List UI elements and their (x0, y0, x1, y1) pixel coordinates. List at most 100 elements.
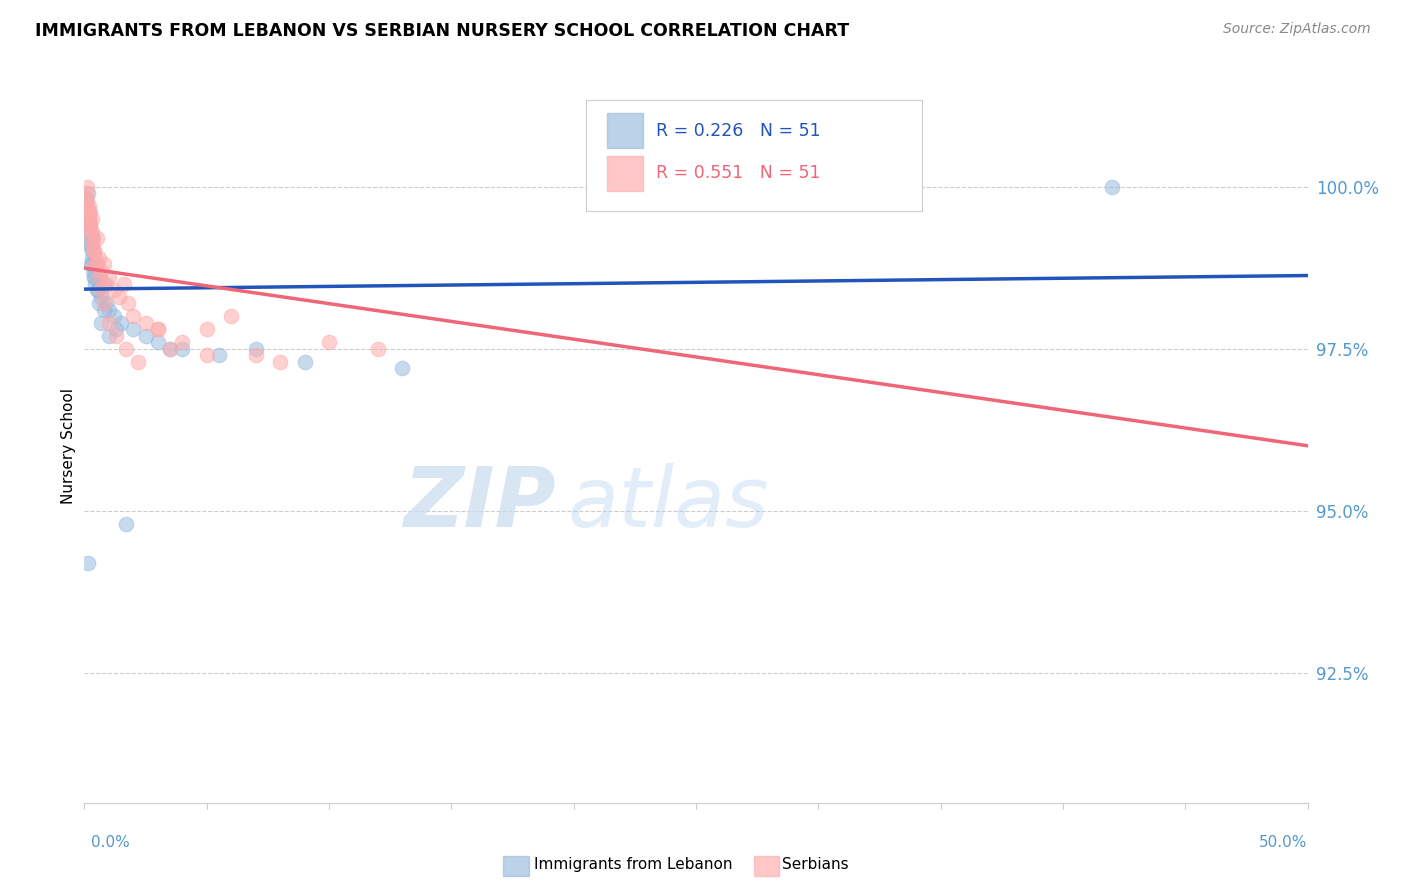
Point (195, 322, 218, 336)
Point (77, 238, 100, 252)
Point (96, 296, 118, 310)
FancyBboxPatch shape (606, 112, 644, 148)
Point (115, 516, 138, 531)
Point (172, 335, 194, 350)
Point (75, 199, 97, 213)
Point (80, 257, 103, 271)
Point (367, 342, 389, 356)
Point (76, 205, 98, 219)
Point (93, 277, 115, 291)
Point (93, 302, 115, 317)
Point (77, 211, 100, 226)
Point (83, 251, 105, 265)
Point (79, 231, 101, 245)
FancyBboxPatch shape (586, 100, 922, 211)
Point (107, 290, 129, 304)
Point (97, 316, 120, 330)
Point (82, 264, 104, 278)
Point (82, 238, 104, 252)
Point (83, 244, 105, 259)
Point (135, 316, 157, 330)
Text: ZIP: ZIP (402, 463, 555, 543)
Point (77, 219, 100, 233)
Point (245, 342, 267, 356)
Point (96, 277, 118, 291)
Point (77, 205, 100, 219)
Point (87, 270, 110, 285)
Point (82, 231, 104, 245)
Point (90, 283, 112, 297)
Point (110, 316, 132, 330)
Point (76, 219, 98, 233)
Point (75, 186, 97, 200)
Point (84, 277, 107, 291)
Point (172, 342, 194, 356)
Point (135, 328, 157, 343)
Point (97, 302, 120, 317)
Point (294, 354, 316, 368)
Point (82, 231, 104, 245)
FancyBboxPatch shape (606, 155, 644, 191)
Point (122, 310, 145, 324)
Point (159, 342, 181, 356)
Point (122, 322, 145, 336)
Point (146, 322, 169, 336)
Point (93, 296, 115, 310)
Point (77, 205, 100, 219)
Point (159, 342, 181, 356)
Point (195, 348, 218, 362)
Y-axis label: Nursery School: Nursery School (60, 388, 76, 504)
Point (1101, 179, 1123, 194)
Text: Immigrants from Lebanon: Immigrants from Lebanon (534, 857, 733, 871)
Point (97, 270, 120, 285)
Point (79, 219, 101, 233)
Point (146, 335, 169, 350)
Text: atlas: atlas (568, 463, 769, 543)
Point (83, 270, 105, 285)
Point (105, 328, 128, 343)
Text: IMMIGRANTS FROM LEBANON VS SERBIAN NURSERY SCHOOL CORRELATION CHART: IMMIGRANTS FROM LEBANON VS SERBIAN NURSE… (35, 22, 849, 40)
Point (80, 225, 103, 239)
Text: 50.0%: 50.0% (1260, 836, 1308, 850)
Point (115, 342, 138, 356)
Point (80, 244, 103, 259)
Point (86, 257, 108, 271)
Point (117, 296, 139, 310)
Point (79, 205, 101, 219)
Point (79, 219, 101, 233)
Point (90, 316, 112, 330)
Point (391, 361, 413, 376)
Point (82, 251, 104, 265)
Point (87, 251, 110, 265)
Point (76, 225, 98, 239)
Point (77, 556, 100, 570)
Point (208, 348, 231, 362)
Point (86, 257, 108, 271)
Point (83, 270, 105, 285)
Point (87, 283, 110, 297)
Text: Serbians: Serbians (782, 857, 848, 871)
Point (97, 328, 120, 343)
Point (219, 310, 242, 324)
Point (87, 296, 110, 310)
Point (245, 348, 267, 362)
Point (86, 231, 108, 245)
Text: Source: ZipAtlas.com: Source: ZipAtlas.com (1223, 22, 1371, 37)
Point (80, 238, 103, 252)
Point (318, 335, 340, 350)
Point (76, 193, 98, 207)
Point (80, 225, 103, 239)
Point (76, 199, 98, 213)
Point (103, 283, 125, 297)
Text: R = 0.551   N = 51: R = 0.551 N = 51 (655, 164, 820, 182)
Point (146, 322, 169, 336)
Point (112, 277, 135, 291)
Point (75, 193, 97, 207)
Point (77, 211, 100, 226)
Point (685, 193, 707, 207)
Point (269, 354, 291, 368)
Point (75, 211, 97, 226)
Point (86, 283, 108, 297)
Point (80, 257, 103, 271)
Point (93, 257, 115, 271)
